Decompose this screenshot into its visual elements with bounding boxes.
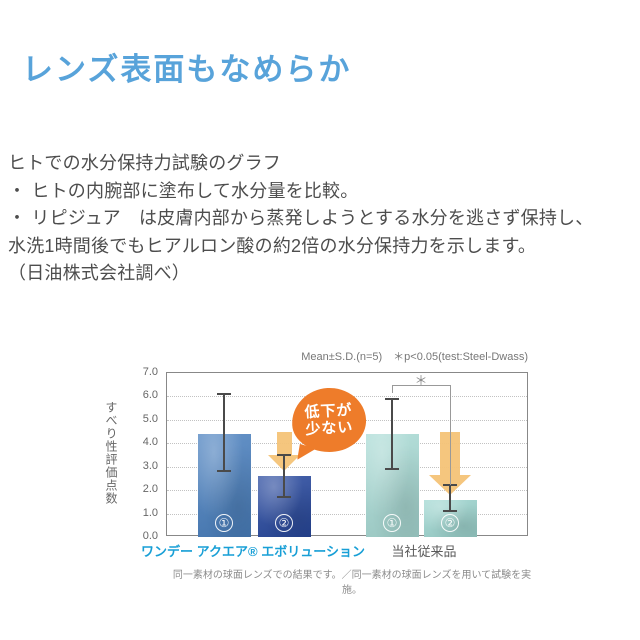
- gridline: [167, 490, 527, 492]
- intro-text: ヒトでの水分保持力試験のグラフ ・ ヒトの内腕部に塗布して水分量を比較。 ・ リ…: [8, 150, 636, 288]
- significance-bracket-right-leg: [450, 384, 451, 486]
- bar-number-badge: ①: [215, 513, 233, 532]
- error-bar: [449, 485, 451, 512]
- y-tick-label: 5.0: [142, 412, 158, 425]
- plot-area: ① ② ① ② ＊: [166, 372, 528, 537]
- intro-line-1: ヒトでの水分保持力試験のグラフ: [8, 153, 281, 173]
- y-tick-label: 4.0: [142, 436, 158, 449]
- error-bar-cap: [385, 468, 399, 471]
- x-axis-group-labels: ワンデー アクエア® エボリューション 当社従来品: [0, 541, 640, 561]
- bar-number-badge: ②: [441, 513, 459, 532]
- bar-number-badge: ②: [275, 513, 293, 532]
- x-group-label: 当社従来品: [391, 544, 457, 559]
- y-tick-label: 1.0: [142, 506, 158, 519]
- error-bar: [223, 394, 225, 472]
- intro-line-4: 水洗1時間後でもヒアルロン酸の約2倍の水分保持力を示します。: [8, 235, 537, 256]
- x-group-label: ワンデー アクエア® エボリューション: [141, 544, 365, 559]
- y-tick-label: 3.0: [142, 459, 158, 472]
- intro-line-5: （日油株式会社調べ）: [8, 263, 190, 283]
- bar-number-badge: ①: [383, 513, 401, 532]
- gridline: [167, 513, 527, 515]
- significance-star: ＊: [414, 372, 428, 388]
- y-tick-label: 0.0: [142, 530, 158, 542]
- decrease-arrow-shaft: [276, 431, 292, 456]
- intro-line-2: ・ ヒトの内腕部に塗布して水分量を比較。: [8, 180, 359, 201]
- page-title: レンズ表面もなめらか: [22, 52, 352, 87]
- y-axis-tick-labels: 0.0 1.0 2.0 3.0 4.0 5.0 6.0 7.0: [126, 366, 158, 542]
- callout-line-2: 少ない: [305, 418, 354, 439]
- error-bar-cap: [385, 397, 399, 400]
- bar-group1-2: ②: [257, 476, 311, 537]
- error-bar-cap: [217, 470, 231, 473]
- error-bar-cap: [277, 454, 291, 456]
- error-bar-cap: [443, 510, 457, 513]
- error-bar: [391, 398, 393, 470]
- y-tick-label: 7.0: [142, 366, 158, 378]
- y-axis-title: すべり性評価点数: [104, 401, 118, 505]
- y-tick-label: 2.0: [142, 483, 158, 496]
- significance-bracket-left-leg: [392, 384, 393, 393]
- error-bar-cap: [277, 496, 291, 499]
- error-bar-cap: [443, 484, 457, 487]
- intro-line-3: ・ リピジュア は皮膚内部から蒸発しようとする水分を逃さず保持し、: [8, 208, 594, 228]
- y-tick-label: 6.0: [142, 389, 158, 402]
- significance-bracket: [392, 384, 450, 386]
- gridline: [167, 466, 527, 468]
- error-bar: [283, 455, 285, 498]
- chart-caption: 同一素材の球面レンズでの結果です。／同一素材の球面レンズを用いて試験を実施。: [172, 570, 532, 596]
- error-bar-cap: [217, 393, 231, 396]
- bar-group1-1: ①: [197, 433, 251, 537]
- chart-stats-annotation: Mean±S.D.(n=5) ＊p<0.05(test:Steel-Dwass): [301, 351, 528, 363]
